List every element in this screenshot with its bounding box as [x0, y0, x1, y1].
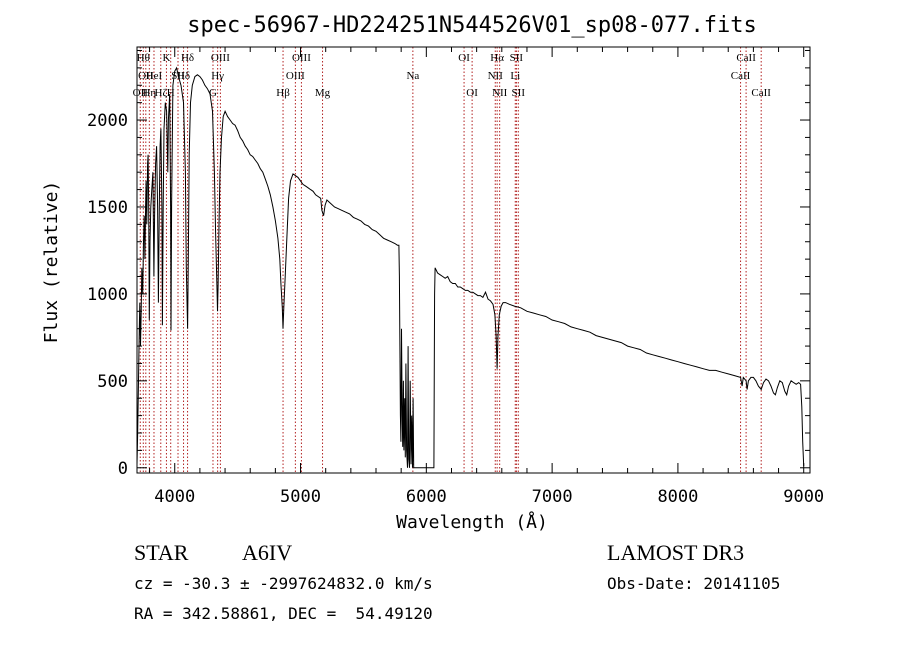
- y-axis-label: Flux (relative): [41, 181, 62, 344]
- line-label: OIII: [286, 70, 305, 82]
- y-tick-label: 0: [118, 459, 128, 479]
- line-labels: OIIHθOIIHηHeIHζKHSIIHδHδGHγOIIIHβOIIIOII…: [133, 52, 772, 99]
- observation-date: Obs-Date: 20141105: [607, 574, 781, 593]
- line-label: CaII: [751, 87, 771, 99]
- y-axis: 0 500 1000 1500 2000: [87, 49, 810, 479]
- line-label: Hδ: [181, 52, 194, 64]
- line-label: Hβ: [276, 87, 290, 99]
- line-label: Hθ: [137, 52, 150, 64]
- line-label: CaII: [731, 70, 751, 82]
- line-label: HeI: [146, 70, 163, 82]
- line-label: Li: [510, 70, 520, 82]
- chart-title: spec-56967-HD224251N544526V01_sp08-077.f…: [187, 13, 757, 38]
- line-label: OIII: [211, 52, 230, 64]
- x-tick-label: 7000: [532, 487, 573, 507]
- y-tick-label: 500: [97, 372, 128, 392]
- redshift-text: cz = -30.3 ± -2997624832.0 km/s: [134, 574, 433, 593]
- x-axis: 4000 5000 6000 7000 8000 9000: [149, 47, 824, 507]
- line-label: Hη: [142, 87, 156, 99]
- line-label: G: [209, 87, 217, 99]
- x-tick-label: 6000: [406, 487, 447, 507]
- y-tick-label: 1000: [87, 285, 128, 305]
- line-label: K: [162, 52, 170, 64]
- x-tick-label: 5000: [280, 487, 321, 507]
- line-label: OII: [138, 70, 154, 82]
- y-tick-label: 1500: [87, 198, 128, 218]
- coordinates-text: RA = 342.58861, DEC = 54.49120: [134, 604, 433, 623]
- line-label: Hα: [490, 52, 504, 64]
- line-label: OIII: [292, 52, 311, 64]
- line-label: OI: [466, 87, 478, 99]
- line-label: Na: [406, 70, 419, 82]
- line-label: Mg: [315, 87, 331, 99]
- line-label: SII: [510, 52, 524, 64]
- line-label: Hγ: [211, 70, 224, 82]
- object-subclass: A6IV: [242, 540, 293, 565]
- line-label: Hδ: [177, 70, 190, 82]
- line-markers: [139, 47, 762, 473]
- plot-frame: [136, 46, 811, 474]
- x-axis-label: Wavelength (Å): [396, 511, 548, 533]
- survey-name: LAMOST DR3: [607, 540, 745, 565]
- spectrum-line: [136, 66, 805, 469]
- x-tick-label: 9000: [783, 487, 824, 507]
- line-label: CaII: [736, 52, 756, 64]
- line-label: SII: [512, 87, 526, 99]
- line-label: OI: [458, 52, 470, 64]
- y-tick-label: 2000: [87, 111, 128, 131]
- object-type: STAR: [134, 540, 189, 565]
- line-label: NII: [492, 87, 508, 99]
- line-label: NII: [488, 70, 504, 82]
- line-label: Hζ: [155, 87, 168, 99]
- x-tick-label: 8000: [657, 487, 698, 507]
- x-tick-label: 4000: [154, 487, 195, 507]
- line-label: H: [167, 87, 175, 99]
